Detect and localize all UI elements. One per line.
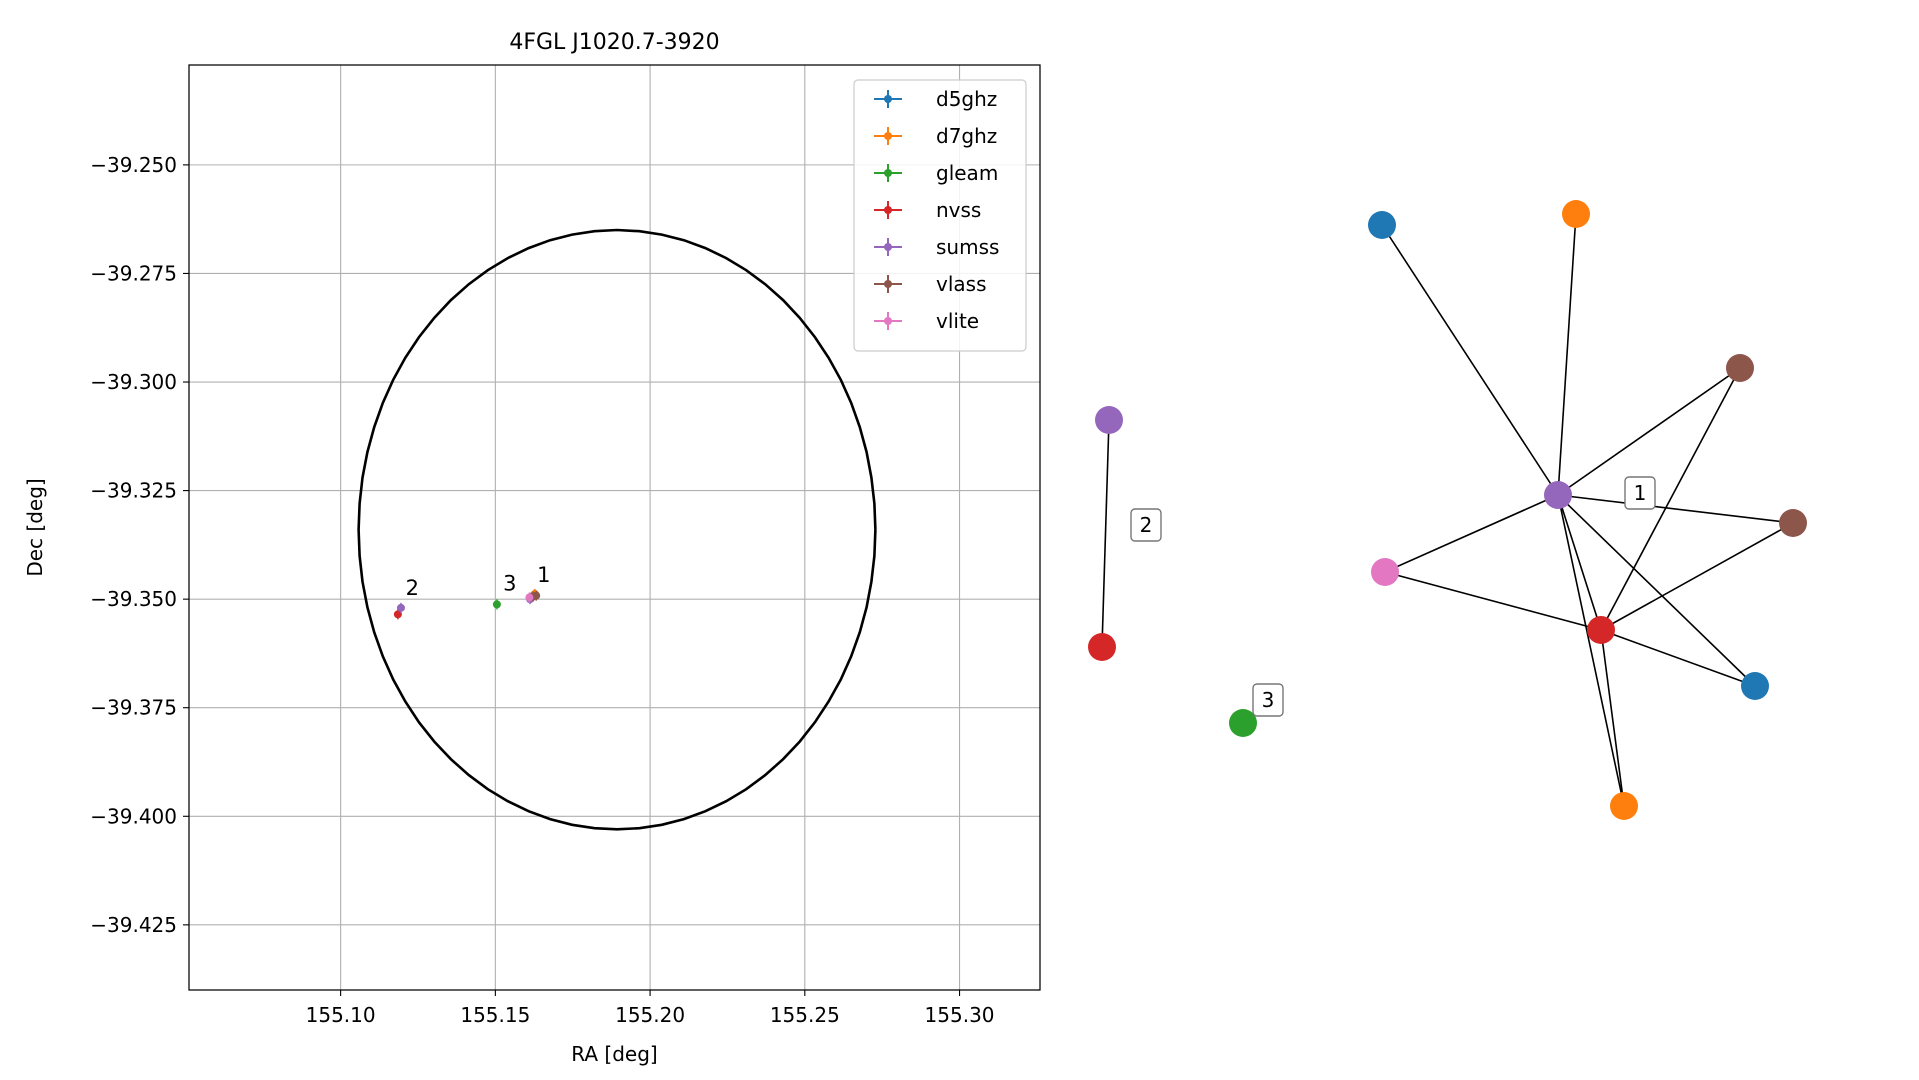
legend: d5ghz d7ghz gleam nvss sumss vlass vlite <box>853 79 1027 352</box>
scatter-plot: 1 2 3 155.10 155.15 155.20 155.25 155.30 −39.2… <box>23 30 1041 1066</box>
y-axis-ticks: −39.250 −39.275 −39.300 −39.325 −39.350 −39.3… <box>90 153 189 937</box>
legend-marker-nvss <box>884 206 892 214</box>
legend-marker-gleam <box>884 169 892 177</box>
y-tick-label: −39.350 <box>90 587 177 611</box>
legend-marker-d7ghz <box>884 132 892 140</box>
y-tick-label: −39.250 <box>90 153 177 177</box>
x-tick-label: 155.15 <box>460 1003 530 1027</box>
x-tick-label: 155.30 <box>925 1003 995 1027</box>
grid <box>189 65 1040 990</box>
graph-edge <box>1381 224 1559 496</box>
y-tick-label: −39.425 <box>90 913 177 937</box>
data-points <box>393 588 541 620</box>
graph-node <box>1587 616 1615 644</box>
graph-node <box>1095 406 1123 434</box>
point-nvss <box>393 610 402 619</box>
legend-marker-vlass <box>884 280 892 288</box>
y-tick-label: −39.400 <box>90 804 177 828</box>
graph-nodes <box>1088 200 1807 820</box>
legend-label: gleam <box>936 161 998 185</box>
graph-node <box>1088 633 1116 661</box>
graph-node <box>1610 792 1638 820</box>
graph-node <box>1368 211 1396 239</box>
graph-edge <box>1600 522 1794 631</box>
graph-node <box>1544 481 1572 509</box>
legend-label: nvss <box>936 198 981 222</box>
annotation-label: 3 <box>503 571 516 595</box>
legend-label: sumss <box>936 235 999 259</box>
graph-edge <box>1600 629 1756 687</box>
x-tick-label: 155.25 <box>770 1003 840 1027</box>
annotation-label: 2 <box>406 576 419 600</box>
graph-edge <box>1557 213 1577 496</box>
graph-edge <box>1101 419 1110 648</box>
point-gleam <box>492 600 501 609</box>
network-graph: 1 2 3 <box>1088 200 1807 820</box>
y-tick-label: −39.325 <box>90 479 177 503</box>
cluster-label: 2 <box>1140 513 1153 537</box>
ellipse-layer <box>357 228 877 831</box>
graph-node <box>1371 558 1399 586</box>
annotation-label: 1 <box>537 563 550 587</box>
cluster-label-box <box>1624 476 1656 510</box>
y-tick-label: −39.300 <box>90 370 177 394</box>
graph-edges <box>1101 213 1794 807</box>
x-tick-label: 155.20 <box>615 1003 685 1027</box>
graph-edge <box>1557 494 1602 631</box>
legend-label: vlass <box>936 272 987 296</box>
graph-node <box>1741 672 1769 700</box>
annotations: 1 2 3 <box>406 563 551 600</box>
graph-edge <box>1600 629 1625 807</box>
error-ellipse <box>357 228 877 831</box>
y-tick-label: −39.275 <box>90 261 177 285</box>
graph-edge <box>1557 494 1794 524</box>
x-tick-label: 155.10 <box>306 1003 376 1027</box>
graph-node <box>1726 354 1754 382</box>
graph-edge <box>1384 494 1559 573</box>
legend-marker-d5ghz <box>884 95 892 103</box>
graph-edge <box>1557 494 1756 687</box>
graph-edge <box>1384 571 1602 631</box>
legend-marker-sumss <box>884 243 892 251</box>
cluster-label-box <box>1130 508 1162 542</box>
cluster-label: 3 <box>1262 688 1275 712</box>
graph-labels: 1 2 3 <box>1130 476 1656 717</box>
graph-edge <box>1557 367 1741 496</box>
cluster-label-box <box>1252 683 1284 717</box>
plot-frame <box>188 64 1041 991</box>
graph-node <box>1562 200 1590 228</box>
point-sumss <box>396 603 405 612</box>
legend-label: vlite <box>936 309 979 333</box>
graph-node <box>1229 709 1257 737</box>
legend-marker-vlite <box>884 317 892 325</box>
graph-node <box>1779 509 1807 537</box>
y-tick-label: −39.375 <box>90 696 177 720</box>
legend-label: d7ghz <box>936 124 997 148</box>
chart-title: 4FGL J1020.7-3920 <box>509 30 719 55</box>
cluster-label: 1 <box>1634 481 1647 505</box>
graph-edge <box>1557 494 1625 807</box>
x-axis-label: RA [deg] <box>571 1042 657 1066</box>
graph-edge <box>1600 367 1741 631</box>
x-axis-ticks: 155.10 155.15 155.20 155.25 155.30 <box>306 990 995 1027</box>
y-axis-label: Dec [deg] <box>23 478 47 576</box>
legend-label: d5ghz <box>936 87 997 111</box>
point-vlite <box>525 593 534 602</box>
